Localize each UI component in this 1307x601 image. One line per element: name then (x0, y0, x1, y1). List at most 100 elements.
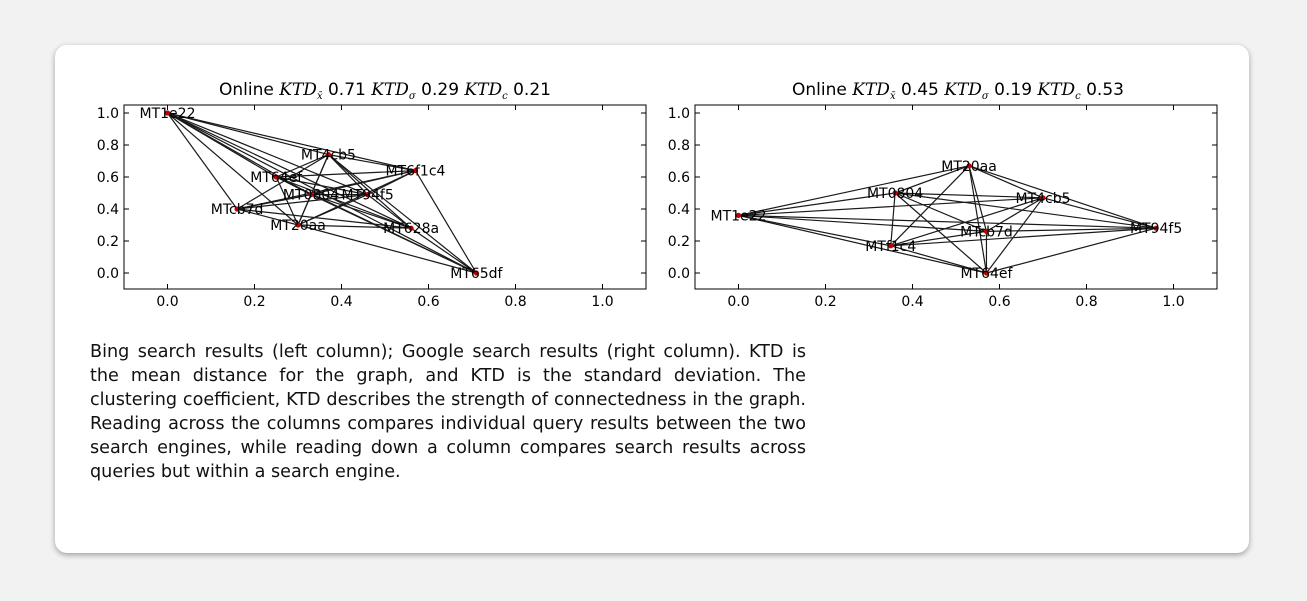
graph-edge (738, 214, 987, 232)
title-subscript: σ (982, 91, 990, 102)
node-label: MTcb7d (960, 224, 1013, 240)
figure-caption: Bing search results (left column); Googl… (90, 342, 806, 482)
x-tick-label: 0.0 (156, 294, 178, 310)
plot-frame (123, 104, 647, 290)
bing-network-chart: Online KTDx̄ 0.71 KTDσ 0.29 KTDc 0.21 MT1… (97, 80, 647, 310)
graph-edge (890, 165, 970, 247)
x-tick-label: 0.6 (988, 294, 1010, 310)
graph-node (273, 174, 279, 180)
node-label: MT64ef (960, 266, 1013, 282)
graph-edge (894, 192, 987, 274)
chart-title: Online KTDx̄ 0.71 KTDσ 0.29 KTDc 0.21 (219, 80, 551, 102)
graph-edge (738, 214, 891, 247)
node-label: MTf1c4 (865, 239, 916, 255)
graph-edge (367, 194, 412, 229)
graph-edge (890, 227, 1157, 247)
graph-node (1153, 225, 1159, 231)
graph-edge (310, 194, 412, 229)
graph-edge (297, 224, 412, 229)
graph-edge (410, 227, 477, 274)
graph-edge (297, 194, 312, 226)
node-label: MT1e22 (711, 208, 767, 224)
graph-edge (297, 224, 477, 274)
graph-edge (968, 165, 988, 232)
y-tick-label: 0.2 (97, 234, 119, 250)
x-tick-label: 0.2 (814, 294, 836, 310)
node-label: MT0804 (283, 188, 339, 204)
title-value: 0.53 (1081, 80, 1124, 100)
graph-edge (894, 165, 970, 194)
y-tick-label: 1.0 (668, 106, 690, 122)
graph-edge (986, 227, 1157, 232)
x-tick-label: 1.0 (1162, 294, 1184, 310)
graph-edge (738, 165, 970, 216)
graph-edge (236, 170, 416, 210)
graph-edge (167, 112, 416, 172)
graph-edge (276, 176, 412, 229)
graph-edge (236, 208, 299, 226)
graph-edge (276, 170, 416, 178)
graph-edge (890, 192, 896, 246)
graph-node (295, 222, 301, 228)
graph-edge (414, 170, 477, 274)
node-label: MT64ef (250, 170, 303, 186)
x-tick-label: 0.0 (727, 294, 749, 310)
node-label: MT20aa (270, 218, 326, 234)
x-tick-label: 0.2 (243, 294, 265, 310)
graph-edge (276, 154, 329, 178)
title-prefix: Online (219, 80, 279, 100)
title-symbol: KTD (851, 80, 890, 100)
graph-edge (167, 112, 368, 196)
graph-edge (1042, 197, 1157, 229)
graph-edge (890, 245, 987, 274)
x-tick-label: 0.4 (330, 294, 352, 310)
node-label: MTcb7d (211, 202, 264, 218)
node-label: MT0804 (867, 186, 923, 202)
y-tick-label: 0.0 (97, 266, 119, 282)
title-symbol: KTD (278, 80, 317, 100)
node-label: MT1e22 (140, 106, 196, 122)
graph-node (1040, 195, 1046, 201)
graph-node (735, 212, 742, 218)
graph-edge (895, 192, 1044, 199)
plot-frame (694, 104, 1218, 290)
edge-group (738, 165, 1157, 274)
node-label: MT4cb5 (301, 148, 356, 164)
title-subscript: x̄ (317, 91, 323, 102)
graph-edge (167, 112, 329, 156)
graph-edge (895, 192, 1157, 229)
graph-edge (275, 176, 299, 226)
graph-node (308, 192, 314, 198)
x-tick-label: 1.0 (591, 294, 613, 310)
graph-node (412, 168, 419, 174)
y-tick-label: 1.0 (97, 106, 119, 122)
graph-edge (167, 112, 477, 274)
title-subscript: x̄ (890, 91, 896, 102)
graph-edge (738, 214, 987, 274)
graph-edge (738, 192, 896, 216)
node-label: MT94f5 (1130, 221, 1182, 237)
x-tick-label: 0.8 (504, 294, 526, 310)
title-symbol: KTD (370, 80, 409, 100)
graph-edge (167, 112, 299, 226)
graph-node (234, 206, 240, 212)
title-symbol: KTD (1036, 80, 1075, 100)
graph-edge (328, 154, 477, 274)
google-network-chart: Online KTDx̄ 0.45 KTDσ 0.19 KTDc 0.53MT2… (668, 80, 1218, 310)
graph-node (325, 152, 332, 158)
graph-node (983, 228, 990, 234)
graph-node (892, 190, 898, 196)
graph-edge (968, 165, 1157, 229)
title-value: 0.21 (508, 80, 551, 100)
graph-edge (738, 197, 1044, 216)
node-label: MT65df (450, 266, 503, 282)
graph-edge (890, 230, 987, 247)
y-tick-label: 0.6 (668, 170, 690, 186)
graph-edge (968, 165, 1044, 199)
graph-edge (986, 227, 1157, 274)
node-label: MT4cb5 (1015, 191, 1070, 207)
title-subscript: c (1075, 91, 1081, 102)
graph-edge (237, 194, 368, 210)
graph-node (365, 192, 371, 198)
node-label: MT628a (383, 221, 439, 237)
